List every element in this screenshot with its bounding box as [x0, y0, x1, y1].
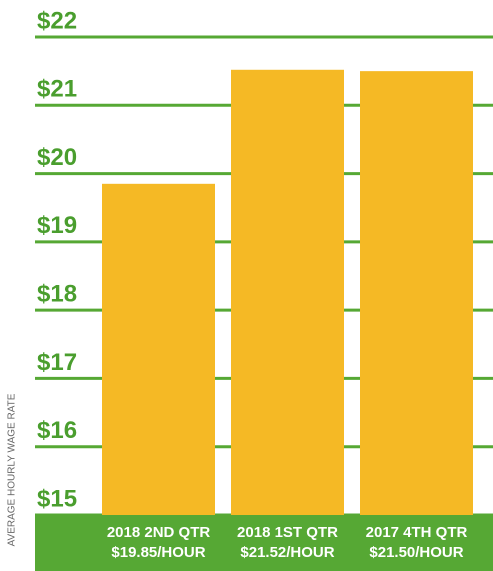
- y-tick-label: $16: [37, 417, 77, 444]
- bar: [360, 71, 473, 516]
- y-axis-label: AVERAGE HOURLY WAGE RATE: [7, 393, 18, 546]
- y-tick-label: $21: [37, 76, 77, 103]
- x-tick-label: 2018 1ST QTR: [237, 524, 338, 541]
- bar: [102, 183, 215, 516]
- y-tick-label: $18: [37, 280, 77, 307]
- y-tick-label: $19: [37, 212, 77, 239]
- y-tick-label: $17: [37, 349, 77, 376]
- bar: [231, 69, 344, 515]
- x-tick-label: 2018 2ND QTR: [107, 524, 211, 541]
- x-tick-label: 2017 4TH QTR: [366, 524, 468, 541]
- y-tick-label: $15: [37, 485, 77, 512]
- y-tick-label: $20: [37, 144, 77, 171]
- value-label: $21.52/HOUR: [240, 544, 334, 561]
- value-label: $21.50/HOUR: [369, 544, 463, 561]
- value-label: $19.85/HOUR: [111, 544, 205, 561]
- y-tick-label: $22: [37, 7, 77, 34]
- category-band: [35, 515, 493, 571]
